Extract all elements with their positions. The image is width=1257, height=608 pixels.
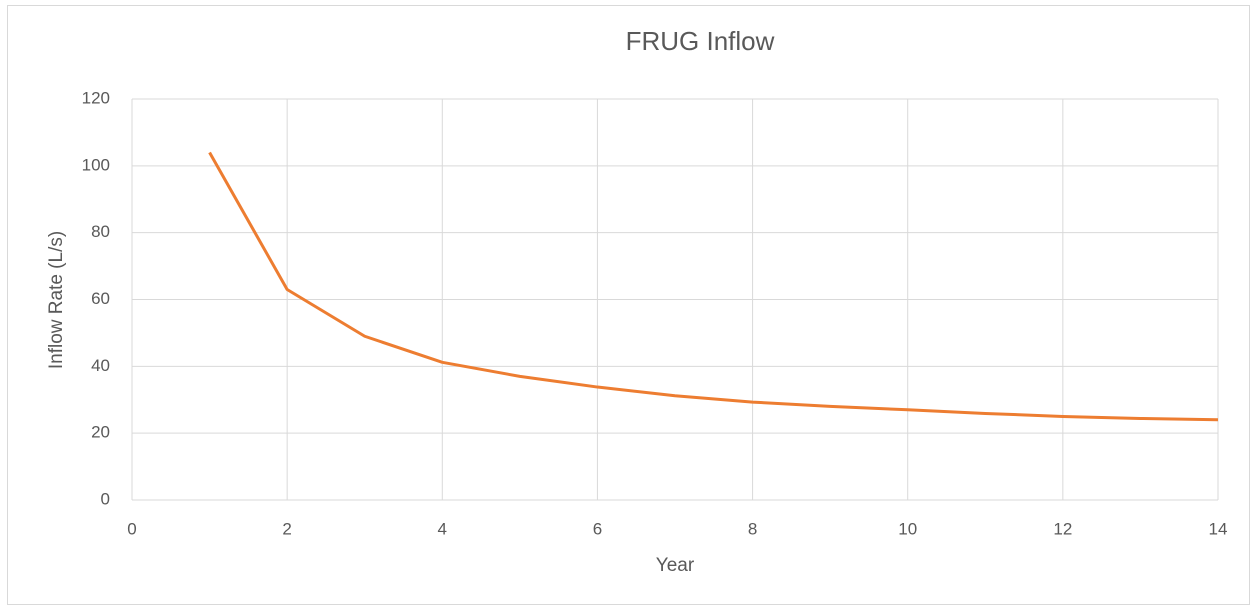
x-tick-label: 0 bbox=[127, 519, 136, 538]
x-tick-label: 8 bbox=[748, 519, 757, 538]
x-tick-label: 6 bbox=[593, 519, 602, 538]
data-line bbox=[208, 151, 1219, 422]
y-tick-label: 40 bbox=[91, 356, 110, 375]
y-tick-label: 80 bbox=[91, 222, 110, 241]
x-tick-label: 12 bbox=[1053, 519, 1072, 538]
y-axis-label: Inflow Rate (L/s) bbox=[46, 231, 67, 369]
y-tick-label: 100 bbox=[82, 155, 110, 174]
y-tick-label: 60 bbox=[91, 289, 110, 308]
y-tick-label: 20 bbox=[91, 423, 110, 442]
x-tick-label: 10 bbox=[898, 519, 917, 538]
x-tick-label: 4 bbox=[438, 519, 447, 538]
x-axis-label: Year bbox=[656, 555, 695, 576]
chart-title: FRUG Inflow bbox=[626, 26, 775, 56]
y-tick-label: 0 bbox=[101, 489, 110, 508]
x-tick-label: 14 bbox=[1209, 519, 1228, 538]
x-tick-label: 2 bbox=[282, 519, 291, 538]
y-tick-label: 120 bbox=[82, 88, 110, 107]
chart-border bbox=[7, 5, 1250, 605]
